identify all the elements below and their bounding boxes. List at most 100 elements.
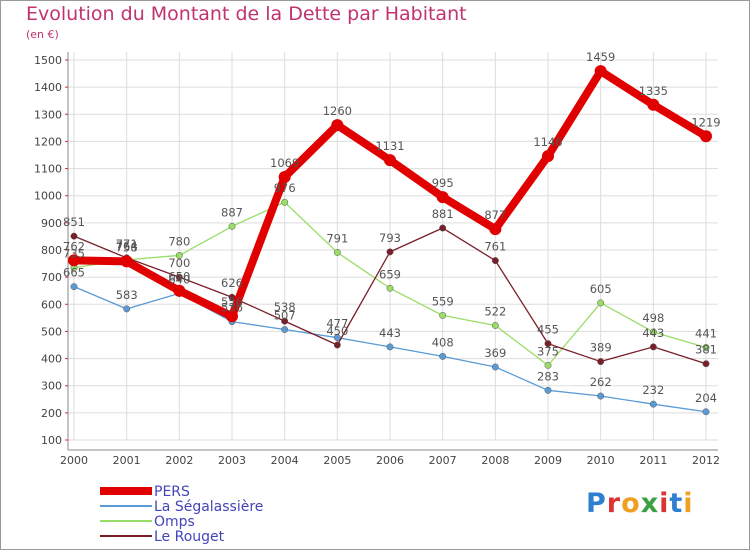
- legend-label: PERS: [154, 484, 190, 500]
- y-tick-label: 900: [41, 217, 62, 230]
- x-tick-label: 2005: [323, 454, 351, 467]
- data-point: [649, 328, 657, 336]
- data-point: [278, 170, 291, 183]
- data-point: [386, 284, 394, 292]
- data-point: [281, 317, 289, 325]
- data-point: [702, 343, 710, 351]
- data-point: [489, 223, 502, 236]
- data-point: [491, 322, 499, 329]
- y-tick-label: 100: [41, 434, 62, 447]
- data-point: [281, 326, 289, 333]
- data-point: [228, 222, 236, 230]
- data-label: 758: [116, 240, 138, 254]
- data-label: 538: [274, 300, 296, 314]
- x-tick-label: 2010: [587, 454, 615, 467]
- y-tick-label: 1500: [34, 54, 62, 67]
- data-label: 764: [116, 239, 138, 253]
- data-point: [226, 310, 238, 323]
- data-point: [702, 360, 710, 368]
- data-label: 793: [379, 231, 401, 245]
- legend-label: Omps: [154, 514, 195, 530]
- data-label: 556: [221, 295, 243, 309]
- legend-label: La Ségalassière: [154, 499, 263, 515]
- data-point: [594, 65, 607, 78]
- y-tick-label: 500: [41, 325, 62, 338]
- data-label: 559: [432, 294, 454, 308]
- x-tick-label: 2000: [60, 454, 88, 467]
- data-label: 995: [432, 176, 454, 190]
- data-point: [544, 340, 552, 348]
- data-point: [333, 341, 341, 349]
- data-label: 381: [695, 343, 717, 357]
- x-tick-label: 2008: [481, 454, 509, 467]
- data-label: 976: [274, 181, 296, 195]
- chart-subtitle: (en €): [26, 28, 59, 41]
- data-label: 887: [221, 205, 243, 219]
- data-label: 650: [168, 270, 190, 284]
- data-label: 761: [484, 240, 506, 254]
- x-tick-label: 2004: [271, 454, 299, 467]
- data-point: [597, 358, 605, 366]
- data-point: [70, 232, 78, 240]
- data-label: 640: [168, 272, 190, 286]
- data-label: 762: [63, 239, 85, 253]
- data-label: 1459: [586, 50, 615, 64]
- data-point: [120, 255, 133, 268]
- data-label: 522: [484, 304, 506, 318]
- data-point: [700, 130, 712, 143]
- data-point: [175, 251, 183, 259]
- legend-label: Le Rouget: [154, 529, 225, 545]
- data-label: 369: [484, 346, 506, 360]
- data-label: 204: [695, 391, 717, 405]
- data-point: [491, 257, 499, 265]
- data-point: [439, 224, 447, 232]
- y-tick-label: 600: [41, 298, 62, 311]
- data-label: 443: [379, 326, 401, 340]
- data-point: [331, 119, 344, 132]
- data-point: [386, 343, 394, 351]
- y-tick-label: 1200: [34, 135, 62, 148]
- data-label: 877: [484, 208, 506, 222]
- data-label: 536: [221, 301, 243, 315]
- x-tick-label: 2012: [692, 454, 720, 467]
- data-point: [649, 343, 657, 351]
- data-point: [173, 284, 186, 297]
- y-tick-label: 1000: [34, 190, 62, 203]
- data-label: 1219: [691, 115, 720, 129]
- x-tick-label: 2003: [218, 454, 246, 467]
- data-point: [542, 150, 554, 163]
- data-label: 1131: [375, 139, 404, 153]
- data-label: 780: [168, 234, 190, 248]
- x-tick-label: 2009: [534, 454, 562, 467]
- data-label: 1146: [533, 135, 562, 149]
- data-label: 851: [63, 215, 85, 229]
- data-label: 408: [432, 335, 454, 349]
- data-point: [597, 299, 605, 307]
- data-point: [439, 352, 447, 360]
- data-point: [384, 154, 396, 167]
- y-tick-label: 400: [41, 353, 62, 366]
- chart-title: Evolution du Montant de la Dette par Hab…: [26, 3, 467, 25]
- data-point: [436, 191, 449, 204]
- data-label: 771: [116, 237, 138, 251]
- data-label: 735: [63, 247, 85, 261]
- data-label: 477: [326, 317, 348, 331]
- data-label: 443: [642, 326, 664, 340]
- data-label: 283: [537, 369, 559, 383]
- data-label: 389: [590, 341, 612, 355]
- data-label: 375: [537, 344, 559, 358]
- y-tick-label: 1400: [34, 81, 62, 94]
- data-point: [544, 386, 552, 394]
- data-label: 507: [274, 309, 296, 323]
- data-point: [333, 334, 341, 342]
- data-point: [439, 311, 447, 319]
- x-tick-label: 2002: [165, 454, 193, 467]
- data-label: 665: [63, 266, 85, 280]
- data-label: 700: [168, 256, 190, 270]
- y-tick-label: 700: [41, 271, 62, 284]
- data-label: 1260: [323, 104, 352, 118]
- data-point: [544, 361, 552, 369]
- data-label: 232: [642, 383, 664, 397]
- data-label: 498: [642, 311, 664, 325]
